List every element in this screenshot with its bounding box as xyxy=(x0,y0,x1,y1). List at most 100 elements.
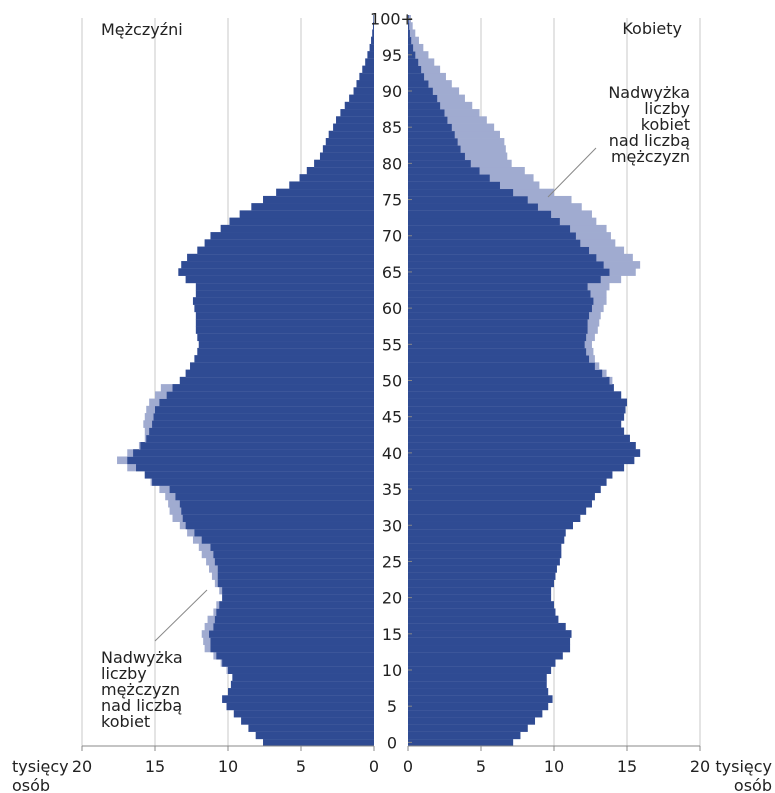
x-tick-label-right-0: 0 xyxy=(403,757,413,776)
women-bar-age-75 xyxy=(408,195,528,204)
men-bar-age-52 xyxy=(190,362,374,370)
women-bar-age-66 xyxy=(408,261,604,269)
women-surplus-bar-age-97 xyxy=(408,36,419,45)
men-note-line-4: nad liczbą xyxy=(101,696,182,715)
men-bar-age-60 xyxy=(194,304,374,313)
women-bar-age-42 xyxy=(408,434,630,443)
men-bar-age-96 xyxy=(369,43,374,52)
x-tick-label-left-0: 0 xyxy=(369,757,379,776)
x-tick-label-left-15: 15 xyxy=(145,757,165,776)
men-bar-age-71 xyxy=(220,224,374,233)
women-bar-age-81 xyxy=(408,152,465,161)
age-tick-label-60: 60 xyxy=(382,299,402,318)
women-bar-age-98 xyxy=(408,29,410,38)
women-bar-age-87 xyxy=(408,109,445,117)
x-tick-label-right-10: 10 xyxy=(544,757,564,776)
women-bar-age-74 xyxy=(408,203,538,211)
women-bar-age-10 xyxy=(408,666,552,674)
women-bar-age-37 xyxy=(408,470,613,479)
women-bar-age-78 xyxy=(408,174,490,182)
men-bar-age-3 xyxy=(241,717,374,725)
age-tick-label-5: 5 xyxy=(387,697,397,716)
men-bar-age-5 xyxy=(226,702,374,711)
men-bar-age-34 xyxy=(175,492,374,501)
x-tick-label-left-10: 10 xyxy=(218,757,238,776)
women-bar-age-99 xyxy=(408,22,410,30)
women-surplus-note: Nadwyżka liczby kobiet nad liczbą mężczy… xyxy=(608,83,690,166)
men-bar-age-80 xyxy=(314,159,374,168)
x-tick-label-right-15: 15 xyxy=(617,757,637,776)
men-bar-age-21 xyxy=(222,586,374,595)
men-bar-age-48 xyxy=(166,391,374,399)
women-bar-age-30 xyxy=(408,521,573,530)
men-note-line-3: mężczyzn xyxy=(101,680,180,699)
women-bar-age-80 xyxy=(408,159,471,168)
men-bar-age-87 xyxy=(340,109,374,117)
women-bar-age-64 xyxy=(408,275,601,284)
men-bar-age-7 xyxy=(228,688,374,696)
age-tick-label-55: 55 xyxy=(382,335,402,354)
age-tick-label-0: 0 xyxy=(387,733,397,752)
women-bar-age-6 xyxy=(408,695,553,703)
women-bar-age-2 xyxy=(408,724,528,732)
men-bar-age-84 xyxy=(328,130,374,139)
women-bar-age-35 xyxy=(408,485,601,494)
men-bar-age-82 xyxy=(322,145,374,153)
women-bar-age-24 xyxy=(408,565,557,573)
men-bar-age-58 xyxy=(195,318,374,327)
men-bar-age-64 xyxy=(185,275,374,284)
men-bar-age-81 xyxy=(319,152,374,161)
men-bar-age-43 xyxy=(149,427,374,436)
women-surplus-bar-age-90 xyxy=(408,87,460,95)
men-bar-age-67 xyxy=(187,253,374,262)
age-tick-label-80: 80 xyxy=(382,154,402,173)
women-bar-age-11 xyxy=(408,659,556,667)
men-bar-age-42 xyxy=(146,434,374,443)
women-bar-age-46 xyxy=(408,405,626,414)
age-tick-label-10: 10 xyxy=(382,661,402,680)
men-bar-age-4 xyxy=(233,709,374,718)
women-bar-age-7 xyxy=(408,688,549,696)
men-bar-age-22 xyxy=(217,579,374,588)
women-note-line-5: mężczyzn xyxy=(611,147,690,166)
men-bar-age-33 xyxy=(179,499,374,508)
women-bar-age-23 xyxy=(408,572,556,580)
women-bar-age-13 xyxy=(408,644,571,653)
men-bar-age-15 xyxy=(209,630,374,638)
men-bar-age-30 xyxy=(185,521,374,530)
women-surplus-bar-age-98 xyxy=(408,29,416,38)
men-note-line-5: kobiet xyxy=(101,712,150,731)
men-bar-age-46 xyxy=(155,405,374,414)
men-bar-age-31 xyxy=(182,514,374,522)
men-bar-age-62 xyxy=(195,290,374,298)
women-bar-age-8 xyxy=(408,680,547,689)
age-tick-label-20: 20 xyxy=(382,589,402,608)
men-bar-age-70 xyxy=(210,232,374,240)
women-bar-age-69 xyxy=(408,239,581,247)
women-bar-age-72 xyxy=(408,217,560,226)
women-bar-age-63 xyxy=(408,282,588,291)
men-bar-age-77 xyxy=(289,181,374,190)
men-bar-age-99 xyxy=(372,22,374,30)
age-tick-label-70: 70 xyxy=(382,227,402,246)
men-bar-age-83 xyxy=(325,138,374,146)
women-bar-age-16 xyxy=(408,622,566,631)
men-bar-age-44 xyxy=(152,420,374,428)
men-bar-age-95 xyxy=(367,51,374,59)
men-bar-age-50 xyxy=(179,376,374,385)
age-tick-label-15: 15 xyxy=(382,625,402,644)
men-bar-age-13 xyxy=(210,644,374,653)
women-bar-age-3 xyxy=(408,717,536,725)
x-unit-left-line-1: tysięcy xyxy=(12,757,69,776)
men-bar-age-23 xyxy=(217,572,374,580)
x-tick-label-right-20: 20 xyxy=(690,757,710,776)
women-bar-age-86 xyxy=(408,116,448,124)
women-bar-age-14 xyxy=(408,637,571,646)
men-bar-age-59 xyxy=(195,311,374,320)
women-bar-age-21 xyxy=(408,586,552,595)
women-bar-age-59 xyxy=(408,311,590,320)
women-bar-age-17 xyxy=(408,615,559,624)
x-unit-left-line-2: osób xyxy=(12,776,50,793)
men-bar-age-89 xyxy=(349,94,374,103)
men-bar-age-14 xyxy=(210,637,374,646)
